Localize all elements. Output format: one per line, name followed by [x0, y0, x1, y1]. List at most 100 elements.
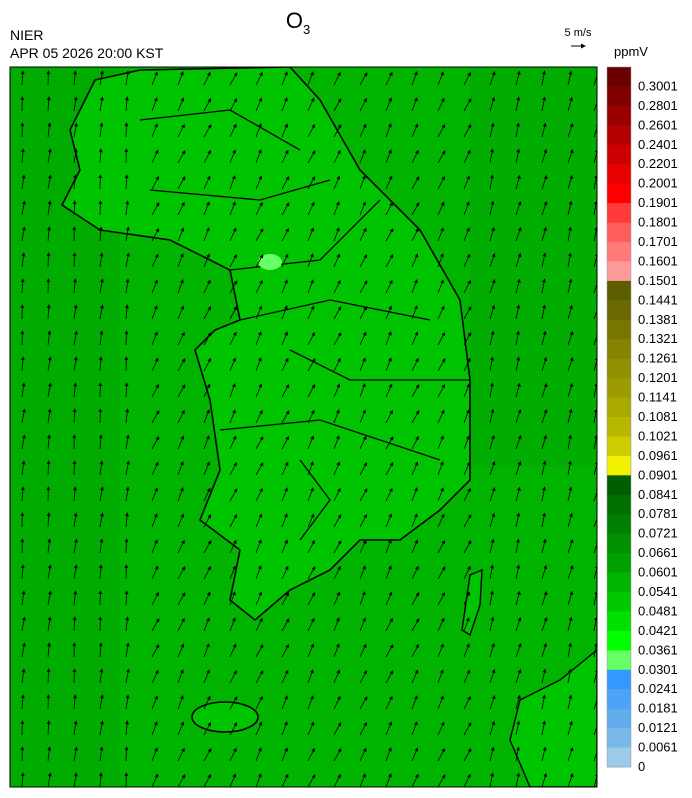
wind-arrow [489, 200, 495, 216]
wind-arrow [125, 694, 130, 710]
wind-arrow [333, 227, 340, 242]
wind-arrow [385, 149, 392, 164]
colorbar-swatch [607, 242, 631, 262]
wind-arrow [255, 487, 263, 502]
wind-arrow [73, 564, 78, 580]
wind-arrow [255, 721, 263, 736]
wind-arrow [463, 383, 470, 398]
colorbar-swatch [607, 339, 631, 360]
wind-arrow [567, 668, 572, 684]
wind-arrow [541, 772, 548, 787]
wind-arrow [541, 330, 547, 346]
colorbar-frame [606, 66, 632, 768]
wind-arrow [411, 669, 419, 684]
wind-arrow [229, 201, 236, 216]
wind-arrow [437, 97, 445, 112]
wind-arrow [255, 383, 263, 398]
wind-arrow [255, 539, 262, 554]
wind-arrow [463, 279, 471, 294]
wind-arrow [281, 123, 288, 138]
wind-arrow [177, 97, 185, 112]
wind-arrow [385, 513, 392, 528]
wind-arrow [203, 695, 211, 710]
wind-arrow [125, 460, 130, 476]
wind-arrow [255, 591, 263, 606]
wind-arrow [255, 97, 263, 112]
colorbar-label: 0.1501 [638, 273, 678, 288]
wind-arrow [255, 462, 264, 476]
wind-arrow [255, 644, 264, 658]
wind-arrow [333, 201, 340, 216]
wind-arrow [463, 487, 471, 502]
wind-arrow [359, 773, 366, 787]
wind-arrow [515, 252, 522, 268]
wind-arrow [437, 383, 445, 398]
wind-arrow [593, 174, 597, 190]
wind-arrow [567, 226, 573, 242]
wind-arrow [255, 149, 262, 164]
wind-arrow [489, 71, 496, 86]
wind-arrow [307, 539, 315, 554]
wind-arrow [567, 434, 573, 450]
wind-arrow [359, 461, 368, 476]
wind-arrow [255, 773, 262, 787]
wind-arrow [333, 643, 340, 658]
wind-arrow [489, 461, 496, 476]
wind-arrow [385, 254, 394, 268]
colorbar-label: 0.1321 [638, 331, 678, 346]
wind-arrow [463, 514, 472, 528]
wind-arrow [73, 278, 78, 294]
wind-arrow [203, 591, 211, 606]
wind-arrow [229, 280, 238, 294]
wind-arrow [151, 747, 158, 762]
wind-arrow [489, 304, 496, 320]
wind-arrow [307, 592, 316, 606]
wind-arrow [489, 148, 495, 164]
colorbar-label: 0.0421 [638, 623, 678, 638]
wind-arrow [72, 616, 77, 632]
map [9, 66, 598, 788]
wind-arrow [203, 721, 212, 736]
wind-arrow [125, 486, 130, 502]
wind-arrow [73, 772, 78, 787]
jeju [191, 701, 259, 733]
wind-arrow [567, 304, 573, 320]
wind-arrow [281, 747, 288, 762]
wind-arrow [307, 150, 316, 164]
wind-arrow [177, 487, 184, 502]
wind-arrow [46, 434, 51, 450]
wind-arrow [307, 201, 315, 216]
colorbar-label: 0.1261 [638, 351, 678, 366]
wind-arrow [47, 200, 52, 216]
wind-arrow [255, 71, 263, 86]
wind-arrow [515, 356, 521, 372]
wind-arrow [151, 539, 158, 554]
wind-arrow [177, 71, 184, 86]
wind-arrow [463, 773, 471, 787]
wind-arrow [307, 97, 315, 112]
wind-arrow [515, 174, 521, 190]
wind-arrow [593, 97, 597, 112]
colorbar-swatch [607, 708, 631, 729]
wind-arrow [229, 149, 236, 164]
wind-arrow [73, 122, 78, 138]
wind-arrow [463, 227, 470, 242]
wind-arrow [73, 590, 78, 606]
wind-arrow [385, 97, 392, 112]
wind-arrow [98, 564, 103, 580]
wind-arrow [203, 175, 211, 190]
wind-arrow [437, 201, 445, 216]
wind-arrow [177, 201, 185, 216]
wind-arrow [411, 539, 419, 554]
wind-arrow [359, 72, 368, 86]
wind-arrow [21, 590, 26, 606]
wind-arrow [515, 643, 522, 658]
wind-arrow [98, 148, 103, 164]
wind-arrow [385, 591, 393, 606]
wind-arrow [99, 746, 104, 762]
wind-arrow [255, 175, 263, 190]
wind-arrow [151, 305, 158, 320]
wind-arrow [437, 435, 444, 450]
colorbar-label: 0.2401 [638, 137, 678, 152]
wind-arrow [411, 279, 418, 294]
